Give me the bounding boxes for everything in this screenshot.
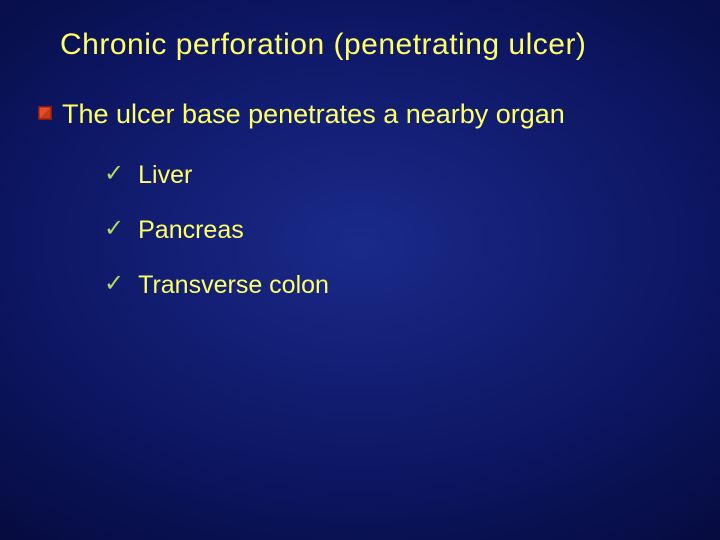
check-icon: ✓ (104, 160, 124, 189)
sub-item-text: Liver (138, 160, 192, 191)
check-icon: ✓ (104, 270, 124, 299)
list-item: ✓ Pancreas (104, 215, 680, 246)
check-icon: ✓ (104, 215, 124, 244)
slide-title: Chronic perforation (penetrating ulcer) (60, 28, 680, 62)
sub-item-text: Transverse colon (138, 270, 329, 301)
sub-item-list: ✓ Liver ✓ Pancreas ✓ Transverse colon (104, 160, 680, 302)
sub-item-text: Pancreas (138, 215, 244, 246)
list-item: ✓ Transverse colon (104, 270, 680, 301)
square-bullet-icon (38, 106, 52, 120)
slide-container: Chronic perforation (penetrating ulcer) … (0, 0, 720, 540)
main-bullet-item: The ulcer base penetrates a nearby organ (38, 98, 680, 132)
main-item-text: The ulcer base penetrates a nearby organ (62, 98, 565, 132)
list-item: ✓ Liver (104, 160, 680, 191)
